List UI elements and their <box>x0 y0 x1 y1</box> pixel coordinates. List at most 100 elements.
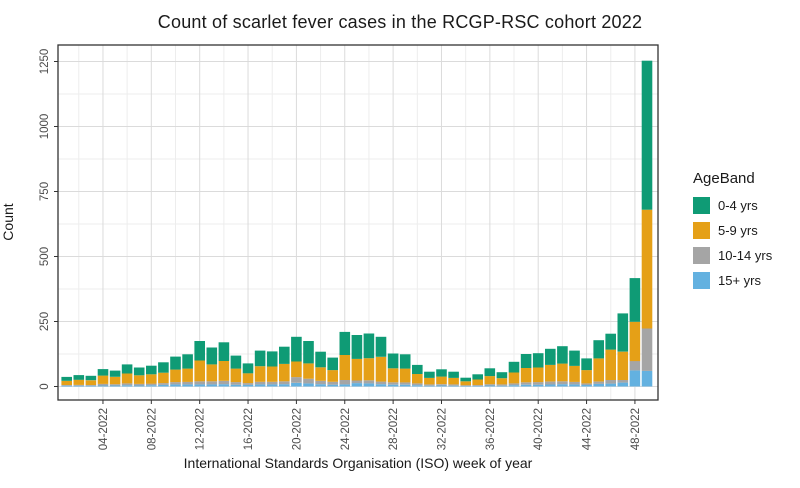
bar-segment-15+-yrs <box>351 383 363 387</box>
bar-segment-5-9-yrs <box>254 366 266 382</box>
bar-segment-10-14-yrs <box>581 383 592 385</box>
bar-segment-10-14-yrs <box>460 385 471 386</box>
bar-week-04-2022 <box>97 369 109 387</box>
bar-segment-0-4-yrs <box>194 341 205 361</box>
bar-week-03-2022 <box>85 375 97 387</box>
bar-segment-0-4-yrs <box>230 355 242 369</box>
bar-segment-10-14-yrs <box>254 381 266 385</box>
bar-segment-15+-yrs <box>605 383 616 387</box>
bar-segment-5-9-yrs <box>230 368 242 383</box>
bar-segment-10-14-yrs <box>182 381 193 385</box>
bar-segment-10-14-yrs <box>448 384 459 386</box>
bar-segment-10-14-yrs <box>97 383 109 386</box>
bar-segment-0-4-yrs <box>315 351 326 368</box>
bar-segment-10-14-yrs <box>569 381 580 385</box>
bar-segment-10-14-yrs <box>436 384 447 386</box>
y-tick-label: 0 <box>39 383 51 389</box>
bar-week-01-2022 <box>61 376 72 387</box>
bar-segment-10-14-yrs <box>363 380 375 384</box>
bar-segment-15+-yrs <box>254 384 266 387</box>
bar-segment-10-14-yrs <box>496 384 508 386</box>
bar-week-23-2022 <box>327 357 338 387</box>
bar-segment-15+-yrs <box>242 384 254 387</box>
legend-item-5-9-yrs: 5-9 yrs <box>693 222 798 239</box>
bar-week-35-2022 <box>472 374 483 387</box>
bar-week-08-2022 <box>146 365 157 387</box>
bar-segment-5-9-yrs <box>387 368 399 383</box>
bar-segment-0-4-yrs <box>605 333 616 350</box>
bar-segment-0-4-yrs <box>629 278 641 322</box>
bar-segment-10-14-yrs <box>387 382 399 385</box>
bar-segment-10-14-yrs <box>629 361 641 371</box>
bar-week-12-2022 <box>194 341 205 387</box>
bar-segment-0-4-yrs <box>146 365 157 375</box>
bar-segment-10-14-yrs <box>484 384 496 386</box>
bar-segment-5-9-yrs <box>170 369 181 383</box>
bar-segment-15+-yrs <box>412 385 423 387</box>
bar-segment-15+-yrs <box>315 384 326 387</box>
bar-segment-5-9-yrs <box>399 368 411 383</box>
bar-segment-0-4-yrs <box>254 350 266 367</box>
bar-segment-5-9-yrs <box>146 374 157 384</box>
bar-segment-10-14-yrs <box>61 384 72 386</box>
bar-segment-10-14-yrs <box>532 382 544 385</box>
bar-segment-0-4-yrs <box>133 367 145 376</box>
bar-week-34-2022 <box>460 377 471 387</box>
bar-segment-15+-yrs <box>158 384 169 387</box>
bar-segment-10-14-yrs <box>242 383 254 385</box>
bar-segment-5-9-yrs <box>61 380 72 385</box>
legend-label: 15+ yrs <box>718 273 761 288</box>
x-tick-label: 48-2022 <box>630 408 642 450</box>
bar-segment-5-9-yrs <box>109 376 121 385</box>
bar-segment-15+-yrs <box>484 385 496 387</box>
bar-segment-5-9-yrs <box>194 360 205 382</box>
panel-border <box>57 44 659 401</box>
bar-segment-5-9-yrs <box>291 361 302 378</box>
bar-segment-0-4-yrs <box>448 371 459 378</box>
legend-label: 0-4 yrs <box>718 198 758 213</box>
bar-segment-0-4-yrs <box>484 368 496 377</box>
bar-segment-5-9-yrs <box>206 364 218 382</box>
bar-segment-10-14-yrs <box>545 381 556 385</box>
bar-segment-0-4-yrs <box>641 60 653 210</box>
bar-week-30-2022 <box>412 364 423 387</box>
bar-segment-0-4-yrs <box>532 353 544 368</box>
bar-week-07-2022 <box>133 367 145 387</box>
bar-segment-0-4-yrs <box>412 364 423 374</box>
bar-segment-15+-yrs <box>375 384 387 387</box>
bar-segment-10-14-yrs <box>218 380 230 385</box>
bar-segment-0-4-yrs <box>218 342 230 361</box>
bar-week-47-2022 <box>617 313 629 387</box>
bar-segment-5-9-yrs <box>73 379 85 385</box>
bar-segment-10-14-yrs <box>121 383 133 386</box>
bar-segment-10-14-yrs <box>520 382 532 385</box>
bar-segment-15+-yrs <box>291 382 302 387</box>
bar-segment-15+-yrs <box>230 384 242 387</box>
bar-segment-15+-yrs <box>399 384 411 387</box>
bar-segment-0-4-yrs <box>158 362 169 373</box>
bar-week-49-2022 <box>641 60 653 387</box>
bar-week-29-2022 <box>399 354 411 387</box>
chart-title: Count of scarlet fever cases in the RCGP… <box>157 12 643 32</box>
bar-segment-15+-yrs <box>266 384 278 387</box>
bar-week-44-2022 <box>581 358 592 387</box>
bar-segment-5-9-yrs <box>436 376 447 385</box>
bar-segment-5-9-yrs <box>508 372 520 384</box>
bar-week-20-2022 <box>291 336 302 387</box>
bar-segment-5-9-yrs <box>218 361 230 381</box>
bar-segment-0-4-yrs <box>170 356 181 370</box>
bar-week-19-2022 <box>279 346 290 387</box>
legend-item-15+-yrs: 15+ yrs <box>693 272 798 289</box>
bar-segment-15+-yrs <box>61 385 72 387</box>
bar-week-11-2022 <box>182 354 193 387</box>
bar-segment-0-4-yrs <box>327 357 338 371</box>
bar-segment-15+-yrs <box>520 384 532 387</box>
bar-week-22-2022 <box>315 351 326 387</box>
bar-segment-0-4-yrs <box>460 377 471 382</box>
bar-week-28-2022 <box>387 353 399 387</box>
bar-segment-15+-yrs <box>593 383 604 387</box>
bar-segment-10-14-yrs <box>230 382 242 385</box>
y-tick-label: 750 <box>39 182 51 201</box>
x-tick-label: 04-2022 <box>98 408 110 450</box>
